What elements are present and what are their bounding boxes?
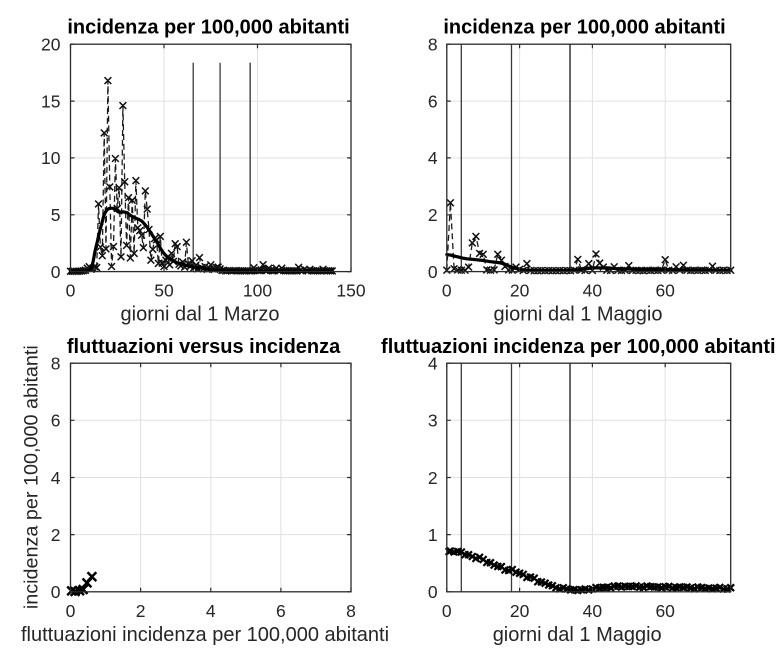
svg-text:8: 8 xyxy=(428,35,438,55)
svg-text:150: 150 xyxy=(336,281,365,301)
svg-text:fluttuazioni incidenza per 100: fluttuazioni incidenza per 100,000 abita… xyxy=(21,624,389,646)
svg-text:2: 2 xyxy=(136,601,146,621)
svg-text:2: 2 xyxy=(428,205,438,225)
svg-text:100: 100 xyxy=(243,281,272,301)
svg-text:20: 20 xyxy=(510,281,530,301)
svg-text:8: 8 xyxy=(51,354,61,374)
svg-text:incidenza per 100,000 abitanti: incidenza per 100,000 abitanti xyxy=(21,345,43,609)
svg-text:60: 60 xyxy=(655,281,675,301)
svg-text:2: 2 xyxy=(51,525,61,545)
svg-text:0: 0 xyxy=(51,262,61,282)
svg-text:1: 1 xyxy=(428,525,438,545)
svg-text:6: 6 xyxy=(276,601,286,621)
svg-text:40: 40 xyxy=(583,601,603,621)
svg-text:10: 10 xyxy=(41,148,61,168)
svg-text:0: 0 xyxy=(442,601,452,621)
svg-text:20: 20 xyxy=(41,35,61,55)
svg-text:40: 40 xyxy=(583,281,603,301)
svg-text:3: 3 xyxy=(428,411,438,431)
svg-text:15: 15 xyxy=(41,91,60,111)
svg-text:5: 5 xyxy=(51,205,61,225)
svg-text:4: 4 xyxy=(206,601,216,621)
svg-text:0: 0 xyxy=(66,601,76,621)
svg-text:20: 20 xyxy=(510,601,530,621)
svg-text:4: 4 xyxy=(51,468,61,488)
svg-text:2: 2 xyxy=(428,468,438,488)
svg-text:6: 6 xyxy=(428,91,438,111)
svg-text:0: 0 xyxy=(428,262,438,282)
svg-text:giorni dal 1 Maggio: giorni dal 1 Maggio xyxy=(494,303,663,325)
svg-text:6: 6 xyxy=(51,411,61,431)
svg-text:fluttuazioni versus incidenza: fluttuazioni versus incidenza xyxy=(67,336,341,358)
svg-text:4: 4 xyxy=(428,354,438,374)
svg-text:0: 0 xyxy=(51,582,61,602)
svg-text:giorni dal 1 Maggio: giorni dal 1 Maggio xyxy=(493,624,662,646)
svg-text:50: 50 xyxy=(154,281,174,301)
svg-text:incidenza per 100,000 abitanti: incidenza per 100,000 abitanti xyxy=(67,17,349,39)
svg-text:8: 8 xyxy=(346,601,356,621)
svg-text:0: 0 xyxy=(428,582,438,602)
svg-text:0: 0 xyxy=(66,281,76,301)
svg-text:incidenza per 100,000 abitanti: incidenza per 100,000 abitanti xyxy=(443,17,725,39)
svg-text:giorni dal 1 Marzo: giorni dal 1 Marzo xyxy=(121,303,280,325)
svg-text:0: 0 xyxy=(442,281,452,301)
svg-text:4: 4 xyxy=(428,148,438,168)
svg-text:60: 60 xyxy=(655,601,675,621)
svg-text:fluttuazioni incidenza per 100: fluttuazioni incidenza per 100,000 abita… xyxy=(381,336,776,358)
